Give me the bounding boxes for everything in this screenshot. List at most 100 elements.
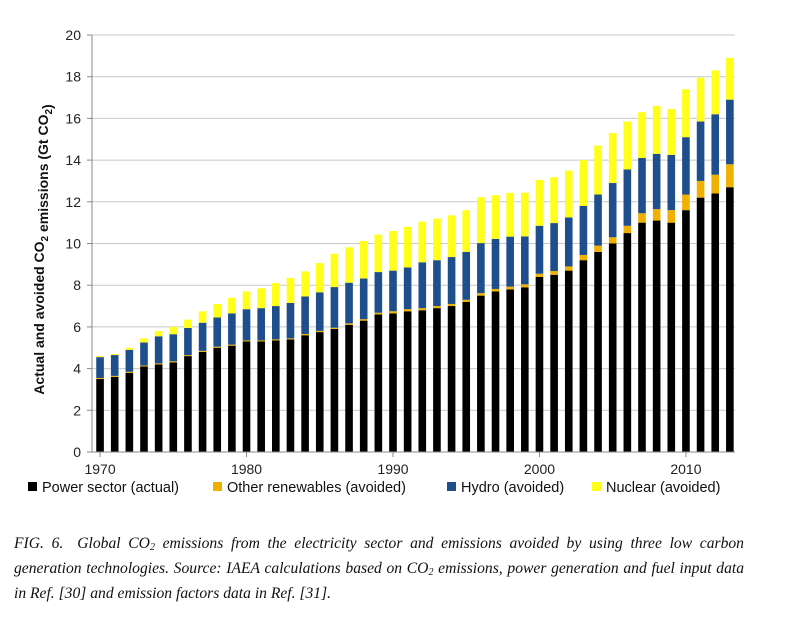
bar-segment bbox=[521, 287, 529, 452]
bar-segment bbox=[272, 339, 280, 341]
bar-segment bbox=[535, 273, 544, 277]
legend-swatch bbox=[28, 482, 37, 491]
bar-segment bbox=[594, 251, 602, 452]
bar-segment bbox=[198, 311, 207, 323]
bar-segment bbox=[257, 308, 265, 341]
y-axis-label: Actual and avoided CO2 emissions (Gt CO2… bbox=[31, 104, 55, 394]
bar-segment bbox=[286, 339, 295, 452]
bar-segment bbox=[389, 313, 397, 452]
bar-segment bbox=[257, 288, 265, 309]
bar-segment bbox=[594, 245, 602, 252]
bar-segment bbox=[374, 272, 383, 313]
caption-subscript-b: 2 bbox=[428, 567, 434, 578]
bar-segment bbox=[667, 154, 676, 211]
bar-segment bbox=[228, 297, 236, 314]
bar-segment bbox=[315, 332, 324, 452]
bar-segment bbox=[477, 295, 485, 452]
bar-segment bbox=[213, 346, 222, 348]
bar-segment bbox=[301, 335, 309, 452]
bar-segment bbox=[506, 289, 514, 452]
bar-segment bbox=[330, 287, 339, 328]
bar-segment bbox=[403, 311, 412, 452]
y-tick-label: 18 bbox=[65, 69, 81, 85]
bar-segment bbox=[579, 205, 588, 255]
x-tick-label: 2000 bbox=[524, 461, 555, 477]
bar-segment bbox=[696, 77, 705, 122]
bar-segment bbox=[154, 336, 163, 364]
legend-label: Power sector (actual) bbox=[42, 480, 179, 496]
figure-caption: FIG. 6. Global CO2 emissions from the ele… bbox=[14, 533, 744, 604]
bar-segment bbox=[213, 303, 222, 318]
x-tick-label: 1980 bbox=[231, 461, 262, 477]
bar-segment bbox=[696, 197, 705, 452]
bar-segment bbox=[594, 194, 602, 246]
legend-label: Nuclear (avoided) bbox=[606, 480, 720, 496]
bar-segment bbox=[418, 262, 427, 309]
bar-segment bbox=[433, 306, 441, 309]
bar-segment bbox=[711, 70, 720, 115]
y-tick-label: 20 bbox=[65, 27, 81, 43]
bar-segment bbox=[286, 338, 295, 340]
bar-segment bbox=[491, 288, 500, 292]
bar-segment bbox=[594, 145, 602, 195]
legend-swatch bbox=[592, 482, 601, 491]
bar-segment bbox=[110, 355, 119, 376]
bar-segment bbox=[154, 364, 163, 452]
bar-segment bbox=[579, 160, 588, 206]
bar-segment bbox=[521, 284, 529, 288]
bar-segment bbox=[579, 254, 588, 261]
bar-segment bbox=[711, 114, 720, 175]
bar-segment bbox=[652, 209, 661, 221]
bar-segment bbox=[623, 169, 632, 226]
bar-segment bbox=[652, 105, 661, 154]
bar-segment bbox=[696, 180, 705, 198]
y-tick-label: 14 bbox=[65, 152, 81, 168]
bar-segment bbox=[184, 356, 192, 452]
stacked-bar-chart: 0 2 4 6 8 10 12 14 16 18 20 1970 1980 1990 2000 2010 Act… bbox=[28, 27, 735, 496]
bar-segment bbox=[213, 347, 222, 452]
bar-segment bbox=[330, 253, 339, 288]
legend-swatch bbox=[213, 482, 222, 491]
bar-segment bbox=[682, 210, 690, 452]
bar-segment bbox=[96, 357, 104, 378]
bar-segment bbox=[418, 310, 427, 452]
bar-segment bbox=[403, 226, 412, 268]
bar-segment bbox=[667, 222, 676, 452]
bar-segment bbox=[477, 293, 485, 296]
bar-segment bbox=[726, 164, 734, 188]
bar-segment bbox=[359, 240, 368, 279]
bar-segment bbox=[169, 326, 178, 335]
bar-segment bbox=[169, 362, 178, 452]
bar-segment bbox=[506, 236, 514, 287]
bar-segment bbox=[96, 356, 104, 358]
bar-segment bbox=[638, 112, 646, 159]
y-tick-label: 10 bbox=[65, 236, 81, 252]
bar-segment bbox=[638, 222, 646, 452]
bar-segment bbox=[477, 197, 485, 244]
bar-segment bbox=[242, 341, 251, 452]
bar-segment bbox=[638, 158, 646, 214]
x-tick-label: 1970 bbox=[84, 461, 115, 477]
y-tick-label: 16 bbox=[65, 110, 81, 126]
bar-segment bbox=[418, 221, 427, 263]
bar-segment bbox=[140, 365, 148, 367]
bar-segment bbox=[359, 320, 368, 452]
bar-segment bbox=[608, 237, 617, 244]
bar-segment bbox=[169, 334, 178, 362]
bar-segment bbox=[535, 276, 544, 452]
bar-segment bbox=[125, 372, 134, 452]
bar-segment bbox=[682, 194, 690, 211]
bar-segment bbox=[286, 277, 295, 303]
caption-text-c: emissions, power generation and fuel inp… bbox=[14, 560, 745, 602]
bar-segment bbox=[374, 312, 383, 315]
bar-segment bbox=[623, 233, 632, 452]
bar-segment bbox=[667, 109, 676, 155]
bar-segment bbox=[711, 174, 720, 194]
bar-segment bbox=[535, 179, 544, 226]
bar-segment bbox=[506, 286, 514, 290]
bar-segment bbox=[682, 89, 690, 138]
bar-segment bbox=[608, 183, 617, 238]
bar-segment bbox=[550, 177, 558, 224]
bar-segment bbox=[359, 319, 368, 321]
bar-segment bbox=[272, 306, 280, 340]
